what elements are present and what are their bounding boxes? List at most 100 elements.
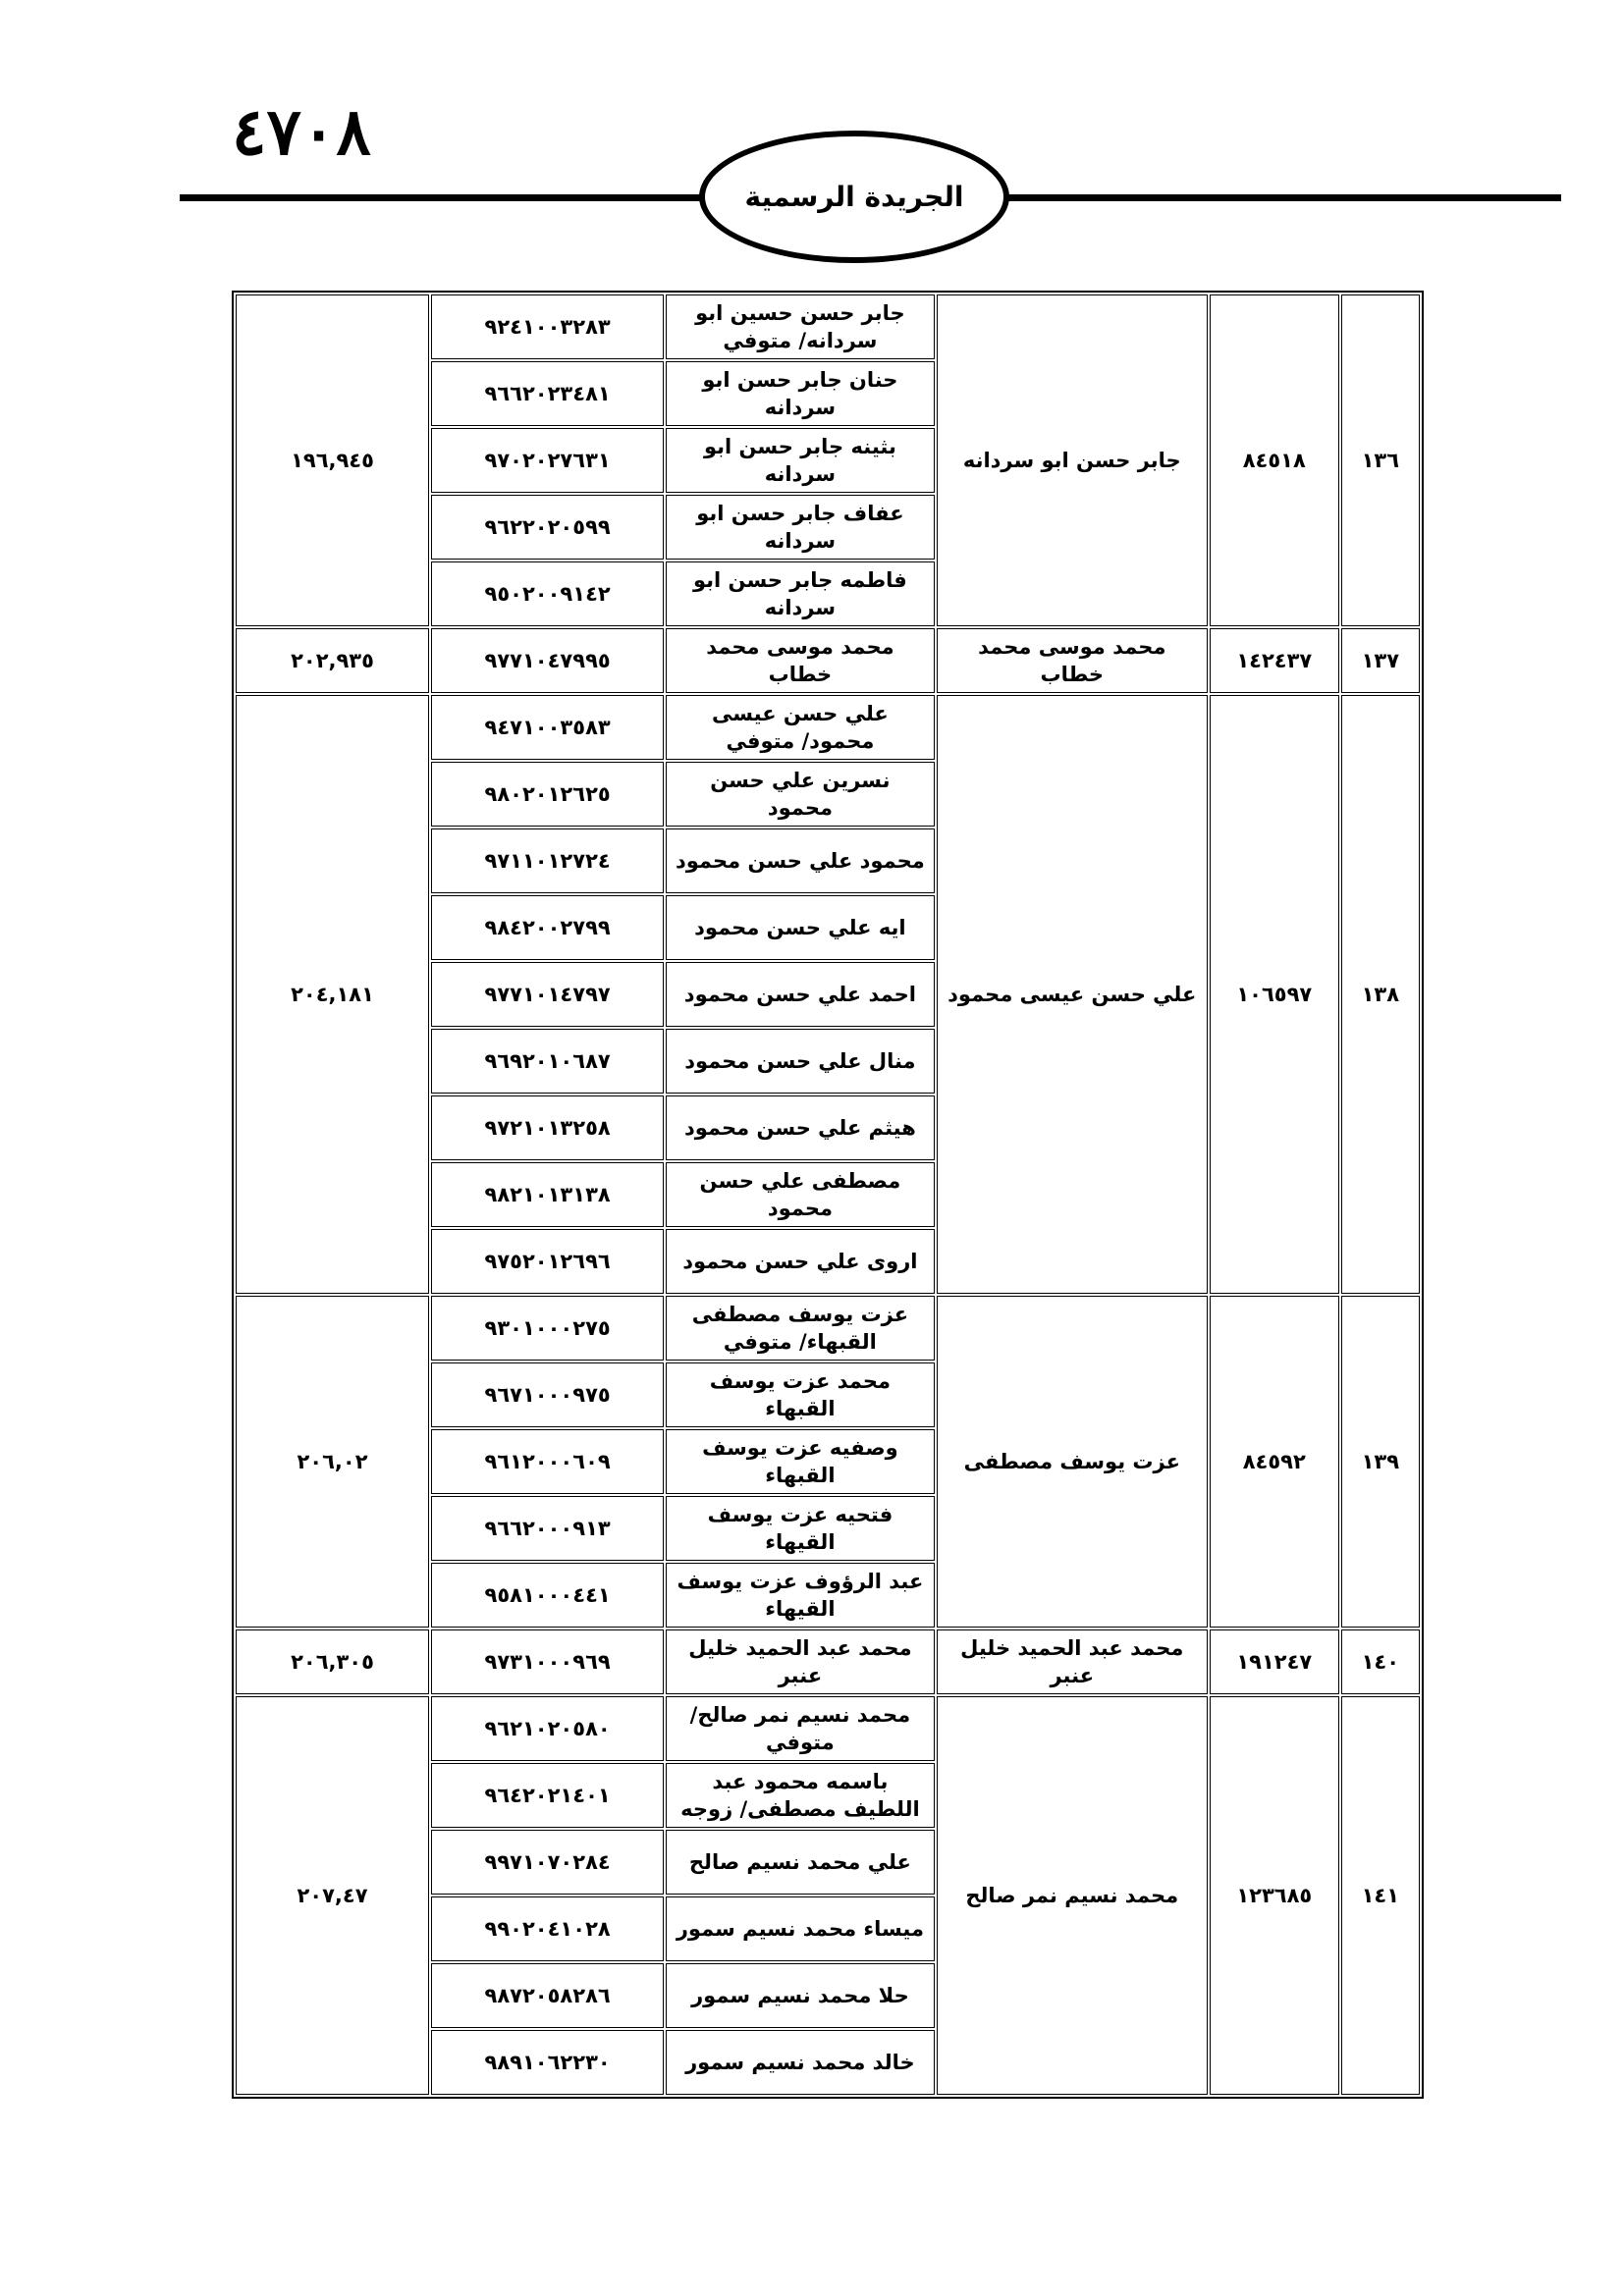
heir-name: عزت يوسف مصطفى القبهاء/ متوفي: [666, 1296, 935, 1361]
table-row: حنان جابر حسن ابو سردانه ٩٦٦٢٠٢٣٤٨١: [236, 361, 1420, 426]
heir-name: فتحيه عزت يوسف القيهاء: [666, 1496, 935, 1561]
heir-number: ٩٦١٢٠٠٠٦٠٩: [431, 1429, 665, 1494]
heir-name: حلا محمد نسيم سمور: [666, 1963, 935, 2028]
table-row: مصطفى علي حسن محمود ٩٨٢١٠١٣١٣٨: [236, 1162, 1420, 1227]
table-row: ميساء محمد نسيم سمور ٩٩٠٢٠٤١٠٢٨: [236, 1896, 1420, 1961]
table-row: خالد محمد نسيم سمور ٩٨٩١٠٦٢٢٣٠: [236, 2030, 1420, 2095]
page-number: ٤٧٠٨: [232, 93, 371, 170]
heir-number: ٩٢٤١٠٠٣٢٨٣: [431, 294, 665, 359]
heir-number: ٩٧٧١٠٤٧٩٩٥: [431, 628, 665, 693]
amount: ٢٠٧,٤٧: [236, 1696, 430, 2095]
table-row: حلا محمد نسيم سمور ٩٨٧٢٠٥٨٢٨٦: [236, 1963, 1420, 2028]
heir-name: خالد محمد نسيم سمور: [666, 2030, 935, 2095]
id-number: ٨٤٥٩٢: [1209, 1296, 1339, 1628]
table-row: اروى علي حسن محمود ٩٧٥٢٠١٢٦٩٦: [236, 1229, 1420, 1294]
heir-number: ٩٦٤٢٠٢١٤٠١: [431, 1763, 665, 1828]
heir-name: محمد موسى محمد خطاب: [666, 628, 935, 693]
heir-name: محمد عزت يوسف القبهاء: [666, 1362, 935, 1427]
heir-number: ٩٨٧٢٠٥٨٢٨٦: [431, 1963, 665, 2028]
table-row: هيثم علي حسن محمود ٩٧٢١٠١٣٢٥٨: [236, 1095, 1420, 1160]
table-row: احمد علي حسن محمود ٩٧٧١٠١٤٧٩٧: [236, 962, 1420, 1027]
heir-number: ٩٧١١٠١٢٧٢٤: [431, 828, 665, 893]
owner-name: علي حسن عيسى محمود: [936, 695, 1208, 1294]
amount: ١٩٦,٩٤٥: [236, 294, 430, 626]
table-row: نسرين علي حسن محمود ٩٨٠٢٠١٢٦٢٥: [236, 762, 1420, 827]
heir-number: ٩٥٨١٠٠٠٤٤١: [431, 1563, 665, 1628]
heir-number: ٩٣٠١٠٠٠٢٧٥: [431, 1296, 665, 1361]
heir-name: هيثم علي حسن محمود: [666, 1095, 935, 1160]
heir-name: ميساء محمد نسيم سمور: [666, 1896, 935, 1961]
table-row: محمود علي حسن محمود ٩٧١١٠١٢٧٢٤: [236, 828, 1420, 893]
table-row: فاطمه جابر حسن ابو سردانه ٩٥٠٢٠٠٩١٤٢: [236, 561, 1420, 626]
heir-name: مصطفى علي حسن محمود: [666, 1162, 935, 1227]
heir-name: منال علي حسن محمود: [666, 1029, 935, 1094]
amount: ٢٠٤,١٨١: [236, 695, 430, 1294]
heir-name: نسرين علي حسن محمود: [666, 762, 935, 827]
heir-number: ٩٧٧١٠١٤٧٩٧: [431, 962, 665, 1027]
table-row: ١٣٧ ١٤٢٤٣٧ محمد موسى محمد خطاب محمد موسى مح…: [236, 628, 1420, 693]
table-row: عبد الرؤوف عزت يوسف القيهاء ٩٥٨١٠٠٠٤٤١: [236, 1563, 1420, 1628]
owner-name: محمد نسيم نمر صالح: [936, 1696, 1208, 2095]
table-row: عفاف جابر حسن ابو سردانه ٩٦٢٢٠٢٠٥٩٩: [236, 495, 1420, 560]
heir-name: باسمه محمود عبد اللطيف مصطفى/ زوجه: [666, 1763, 935, 1828]
heir-name: عفاف جابر حسن ابو سردانه: [666, 495, 935, 560]
heir-name: ايه علي حسن محمود: [666, 895, 935, 960]
table-row: ١٣٨ ١٠٦٥٩٧ علي حسن عيسى محمود علي حسن عيسى …: [236, 695, 1420, 1294]
heir-number: ٩٦٩٢٠١٠٦٨٧: [431, 1029, 665, 1094]
heir-name: بثينه جابر حسن ابو سردانه: [666, 428, 935, 493]
table-row: ١٣٦ ٨٤٥١٨ جابر حسن ابو سردانه جابر حسن حسين…: [236, 294, 1420, 626]
serial: ١٣٧: [1340, 628, 1420, 693]
table-row: ١٤١ ١٢٣٦٨٥ محمد نسيم نمر صالح محمد نسيم نمر…: [236, 1696, 1420, 2095]
heir-number: ٩٤٧١٠٠٣٥٨٣: [431, 695, 665, 760]
table-row: باسمه محمود عبد اللطيف مصطفى/ زوجه ٩٦٤٢٠٢…: [236, 1763, 1420, 1828]
heir-number: ٩٨٤٢٠٠٢٧٩٩: [431, 895, 665, 960]
table-row: ١٤٠ ١٩١٢٤٧ محمد عبد الحميد خليل عنبر محمد ع…: [236, 1629, 1420, 1694]
owner-name: جابر حسن ابو سردانه: [936, 294, 1208, 626]
heir-name: وصفيه عزت يوسف القبهاء: [666, 1429, 935, 1494]
heir-number: ٩٦٦٢٠٢٣٤٨١: [431, 361, 665, 426]
id-number: ١٤٢٤٣٧: [1209, 628, 1339, 693]
id-number: ١٩١٢٤٧: [1209, 1629, 1339, 1694]
heir-number: ٩٨٢١٠١٣١٣٨: [431, 1162, 665, 1227]
heir-number: ٩٧٠٢٠٢٧٦٣١: [431, 428, 665, 493]
table-row: ايه علي حسن محمود ٩٨٤٢٠٠٢٧٩٩: [236, 895, 1420, 960]
id-number: ١٢٣٦٨٥: [1209, 1696, 1339, 2095]
heir-name: جابر حسن حسين ابو سردانه/ متوفي: [666, 294, 935, 359]
heir-number: ٩٦٢١٠٢٠٥٨٠: [431, 1696, 665, 1761]
owner-name: محمد عبد الحميد خليل عنبر: [936, 1629, 1208, 1694]
heir-name: فاطمه جابر حسن ابو سردانه: [666, 561, 935, 626]
heir-number: ٩٩٧١٠٧٠٢٨٤: [431, 1830, 665, 1895]
serial: ١٣٨: [1340, 695, 1420, 1294]
heir-number: ٩٦٢٢٠٢٠٥٩٩: [431, 495, 665, 560]
table-row: ١٣٩ ٨٤٥٩٢ عزت يوسف مصطفى عزت يوسف مصطفى الق…: [236, 1296, 1420, 1628]
heir-number: ٩٧٢١٠١٣٢٥٨: [431, 1095, 665, 1160]
amount: ٢٠٢,٩٣٥: [236, 628, 430, 693]
table-row: فتحيه عزت يوسف القيهاء ٩٦٦٢٠٠٠٩١٣: [236, 1496, 1420, 1561]
table-row: وصفيه عزت يوسف القبهاء ٩٦١٢٠٠٠٦٠٩: [236, 1429, 1420, 1494]
id-number: ١٠٦٥٩٧: [1209, 695, 1339, 1294]
table-row: محمد عزت يوسف القبهاء ٩٦٧١٠٠٠٩٧٥: [236, 1362, 1420, 1427]
serial: ١٣٩: [1340, 1296, 1420, 1628]
table-row: بثينه جابر حسن ابو سردانه ٩٧٠٢٠٢٧٦٣١: [236, 428, 1420, 493]
heir-name: احمد علي حسن محمود: [666, 962, 935, 1027]
heir-name: محمود علي حسن محمود: [666, 828, 935, 893]
amount: ٢٠٦,٠٢: [236, 1296, 430, 1628]
id-number: ٨٤٥١٨: [1209, 294, 1339, 626]
header-title: الجريدة الرسمية: [699, 131, 1009, 263]
heir-number: ٩٦٧١٠٠٠٩٧٥: [431, 1362, 665, 1427]
heir-name: علي حسن عيسى محمود/ متوفي: [666, 695, 935, 760]
heir-number: ٩٨٠٢٠١٢٦٢٥: [431, 762, 665, 827]
heir-number: ٩٨٩١٠٦٢٢٣٠: [431, 2030, 665, 2095]
heir-number: ٩٩٠٢٠٤١٠٢٨: [431, 1896, 665, 1961]
table: ١٣٦ ٨٤٥١٨ جابر حسن ابو سردانه جابر حسن حسين…: [232, 291, 1424, 2099]
heir-name: حنان جابر حسن ابو سردانه: [666, 361, 935, 426]
serial: ١٣٦: [1340, 294, 1420, 626]
heir-name: عبد الرؤوف عزت يوسف القيهاء: [666, 1563, 935, 1628]
owner-name: محمد موسى محمد خطاب: [936, 628, 1208, 693]
amount: ٢٠٦,٣٠٥: [236, 1629, 430, 1694]
heir-number: ٩٧٣١٠٠٠٩٦٩: [431, 1629, 665, 1694]
serial: ١٤٠: [1340, 1629, 1420, 1694]
serial: ١٤١: [1340, 1696, 1420, 2095]
heir-name: محمد نسيم نمر صالح/ متوفي: [666, 1696, 935, 1761]
